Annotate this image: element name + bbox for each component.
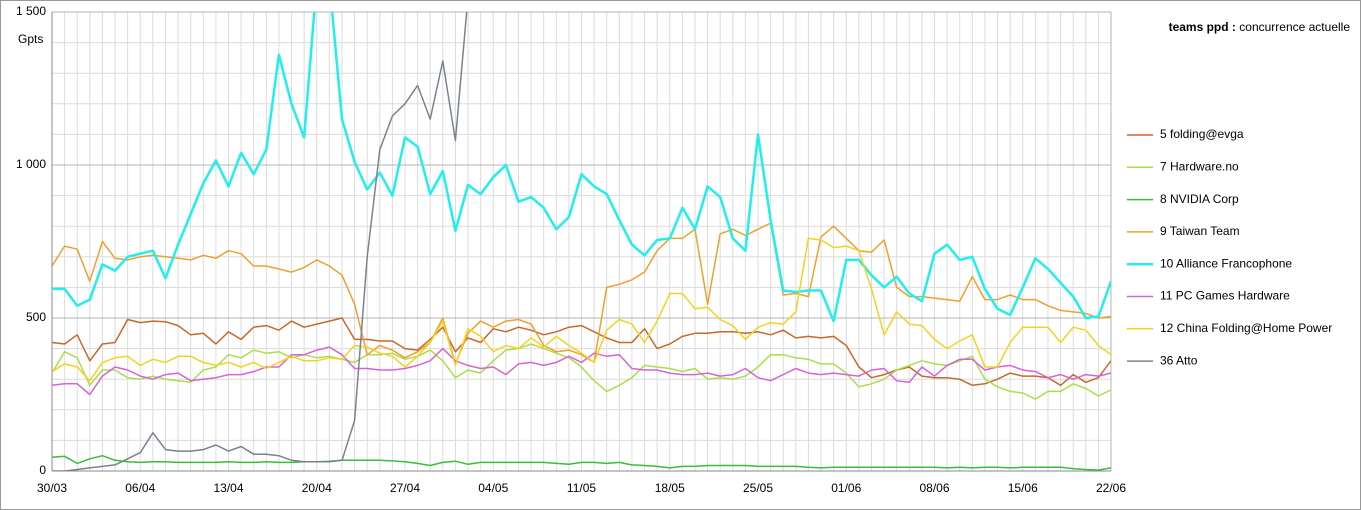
- series-line: [52, 237, 1111, 382]
- y-tick-label: 500: [26, 310, 46, 324]
- x-tick-label: 06/04: [125, 481, 155, 495]
- series-line: [52, 454, 1111, 471]
- legend-label: 36 Atto: [1160, 353, 1198, 367]
- series-line: [52, 317, 1111, 387]
- x-tick-label: 15/06: [1008, 481, 1038, 495]
- series-line: [52, 222, 1111, 365]
- y-tick-label: 1 000: [16, 157, 46, 171]
- y-axis-label: Gpts: [18, 32, 43, 46]
- x-tick-label: 20/04: [302, 481, 332, 495]
- x-tick-label: 13/04: [213, 481, 243, 495]
- x-tick-label: 25/05: [743, 481, 773, 495]
- x-tick-label: 18/05: [655, 481, 685, 495]
- x-tick-label: 08/06: [919, 481, 949, 495]
- legend-title: teams ppd : concurrence actuelle: [1169, 20, 1351, 34]
- x-tick-label: 01/06: [831, 481, 861, 495]
- legend-label: 5 folding@evga: [1160, 127, 1244, 141]
- x-tick-label: 30/03: [37, 481, 67, 495]
- series-line: [52, 346, 1111, 396]
- x-tick-label: 11/05: [567, 481, 596, 495]
- x-tick-label: 22/06: [1096, 481, 1126, 495]
- legend-label: 10 Alliance Francophone: [1160, 256, 1292, 270]
- x-tick-label: 27/04: [390, 481, 420, 495]
- x-tick-label: 04/05: [478, 481, 508, 495]
- legend-label: 8 NVIDIA Corp: [1160, 192, 1239, 206]
- series-line: [52, 12, 468, 471]
- legend-label: 11 PC Games Hardware: [1160, 289, 1290, 303]
- y-tick-label: 1 500: [16, 4, 46, 18]
- series-line: [52, 12, 1111, 323]
- legend-label: 9 Taiwan Team: [1160, 224, 1240, 238]
- legend-label: 7 Hardware.no: [1160, 159, 1239, 173]
- legend-title-bold: teams ppd :: [1169, 20, 1236, 34]
- legend-label: 12 China Folding@Home Power: [1160, 321, 1332, 335]
- series-line: [52, 343, 1111, 400]
- y-tick-label: 0: [39, 463, 46, 477]
- plot-area: [52, 12, 1111, 471]
- legend-title-text: concurrence actuelle: [1239, 20, 1350, 34]
